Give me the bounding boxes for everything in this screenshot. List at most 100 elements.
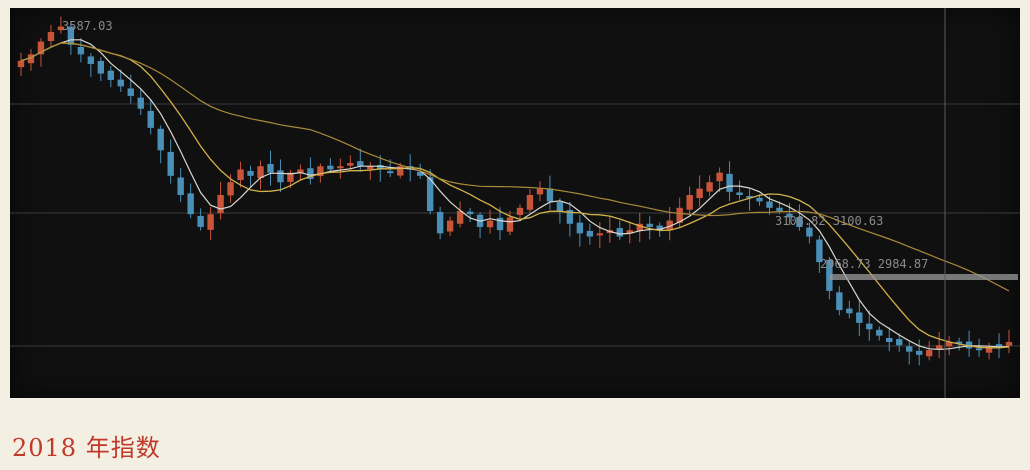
- candle-up: [925, 350, 933, 357]
- candle-down: [756, 197, 763, 202]
- candle-down: [357, 161, 364, 167]
- candle-up: [397, 166, 404, 176]
- candle-up: [257, 166, 264, 179]
- candle-up: [596, 233, 604, 236]
- candle-down: [107, 70, 115, 80]
- candle-down: [277, 170, 284, 183]
- candle-up: [37, 41, 45, 55]
- ma5-line: [20, 39, 1010, 351]
- candle-down: [496, 217, 504, 231]
- candle-down: [197, 215, 204, 227]
- candle-down: [167, 151, 174, 176]
- candle-down: [906, 346, 913, 352]
- candle-up: [1005, 342, 1013, 346]
- candle-up: [207, 214, 214, 230]
- candle-down: [416, 171, 424, 176]
- candle-up: [297, 169, 304, 174]
- candle-down: [556, 201, 564, 211]
- candle-down: [436, 211, 444, 234]
- candle-down: [377, 164, 384, 170]
- moving-average-layer: [20, 39, 1010, 351]
- candle-down: [576, 222, 584, 234]
- candle-down: [965, 341, 973, 349]
- low-price-label: 2968.73 2984.87: [820, 257, 928, 271]
- candle-down: [586, 230, 594, 237]
- candle-down: [177, 177, 184, 196]
- candle-down: [826, 259, 833, 291]
- candle-down: [247, 170, 254, 176]
- candle-down: [566, 209, 574, 224]
- candle-up: [526, 195, 534, 210]
- candle-down: [616, 228, 623, 237]
- candle-down: [786, 213, 793, 218]
- ma10-line: [20, 42, 1010, 349]
- candle-up: [446, 220, 454, 232]
- candle-down: [746, 196, 753, 199]
- candle-up: [337, 166, 344, 169]
- candle-down: [736, 192, 743, 196]
- candle-up: [536, 188, 544, 195]
- candle-down: [307, 168, 314, 180]
- candle-down: [955, 341, 963, 344]
- candle-down: [806, 227, 813, 237]
- candle-down: [327, 165, 334, 170]
- candle-up: [217, 195, 224, 214]
- candle-down: [97, 60, 105, 74]
- candle-down: [117, 79, 124, 87]
- candle-down: [87, 56, 95, 64]
- candle-down: [67, 26, 75, 45]
- figure-caption: 2018 年指数: [12, 434, 161, 462]
- candle-up: [317, 166, 324, 177]
- candle-down: [466, 211, 474, 215]
- candle-up: [626, 230, 633, 234]
- candle-down: [776, 207, 783, 211]
- candle-down: [915, 350, 923, 355]
- candle-down: [975, 348, 983, 351]
- candle-down: [546, 188, 554, 202]
- candle-down: [896, 339, 903, 346]
- candle-down: [995, 344, 1003, 347]
- candlestick-chart: 3587.03 3108.82 3100.63 2968.73 2984.87: [10, 8, 1020, 398]
- candle-down: [876, 329, 883, 336]
- high-price-label: 3587.03: [62, 19, 113, 33]
- candle-down: [836, 292, 843, 311]
- candle-down: [646, 223, 653, 227]
- candle-up: [706, 182, 713, 192]
- candle-up: [237, 169, 244, 181]
- candle-layer: [17, 16, 1013, 366]
- candle-up: [227, 182, 234, 196]
- candle-up: [456, 210, 464, 224]
- candle-up: [686, 195, 693, 210]
- candle-up: [985, 346, 993, 353]
- candle-down: [77, 46, 85, 55]
- candle-up: [506, 217, 514, 232]
- candle-down: [856, 312, 863, 323]
- candle-up: [666, 220, 673, 231]
- candle-up: [57, 26, 65, 31]
- candle-up: [716, 172, 723, 182]
- candle-down: [766, 201, 773, 208]
- mid-price-label: 3108.82 3100.63: [775, 214, 883, 228]
- candle-down: [127, 88, 134, 96]
- candle-up: [17, 60, 25, 68]
- candle-down: [137, 97, 144, 109]
- candle-up: [636, 223, 643, 231]
- grid-layer: [10, 103, 1020, 347]
- candle-down: [157, 128, 164, 151]
- candle-down: [387, 171, 394, 174]
- candle-up: [696, 188, 703, 199]
- candle-down: [796, 217, 803, 227]
- candle-up: [516, 207, 524, 215]
- ma30-line: [20, 42, 1010, 292]
- candle-down: [866, 323, 873, 330]
- candle-down: [426, 177, 434, 211]
- candle-up: [367, 166, 374, 170]
- candle-up: [347, 163, 354, 166]
- candle-up: [486, 220, 494, 228]
- candle-up: [676, 207, 683, 223]
- chart-canvas: 3587.03 3108.82 3100.63 2968.73 2984.87: [10, 8, 1020, 398]
- candle-down: [147, 110, 154, 128]
- candle-up: [287, 172, 294, 182]
- candle-up: [27, 54, 35, 64]
- candle-down: [726, 173, 733, 192]
